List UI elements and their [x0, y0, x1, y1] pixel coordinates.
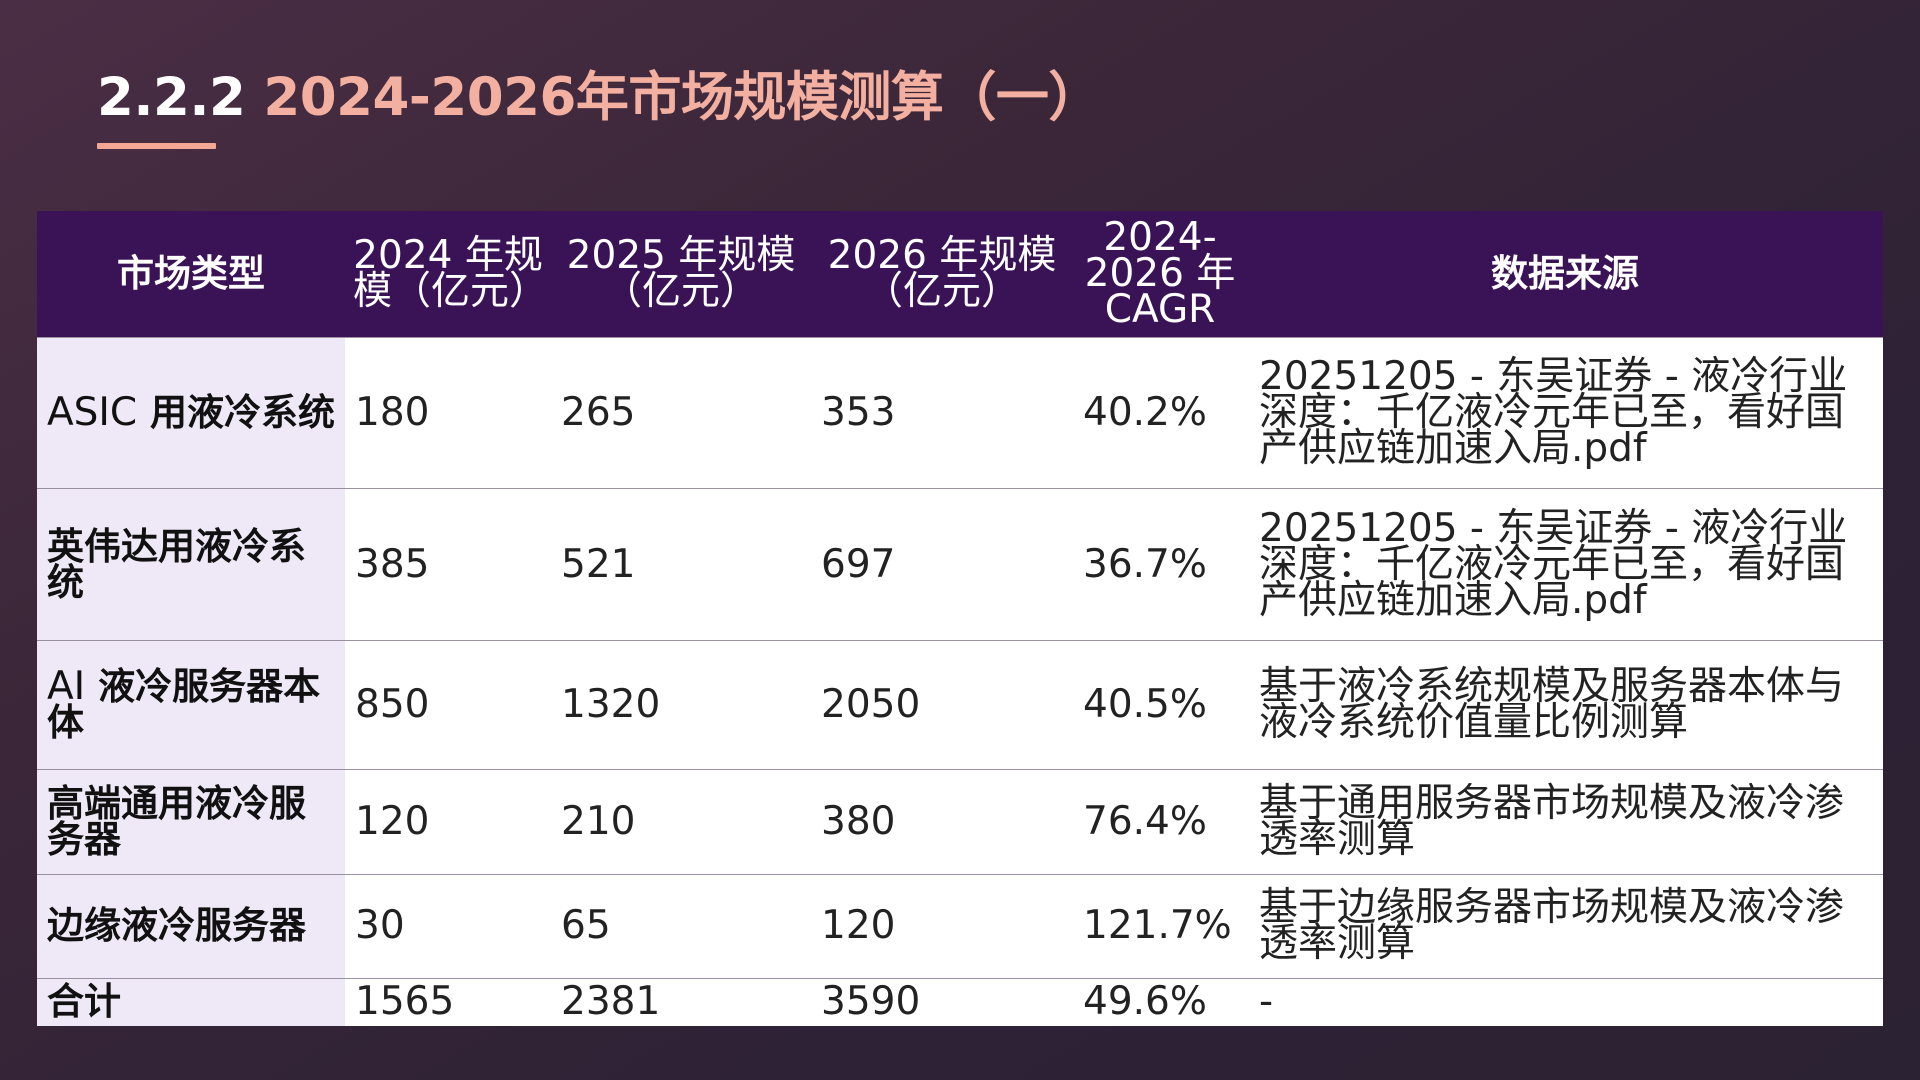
data-source-cell: - [1247, 977, 1883, 1026]
size-2024-cell: 120 [345, 769, 551, 875]
table-row: AI 液冷服务器本体 850 1320 2050 40.5% 基于液冷系统规模及… [37, 639, 1883, 770]
size-2026-cell: 380 [811, 769, 1073, 875]
market-type-cell: 英伟达用液冷系统 [37, 488, 345, 641]
size-2026-cell: 3590 [811, 977, 1073, 1026]
size-2025-cell: 65 [551, 873, 811, 979]
header-size-2025: 2025 年规模（亿元） [551, 211, 811, 338]
section-title: 2024-2026年市场规模测算（一） [263, 67, 1101, 128]
market-type-cell: 高端通用液冷服务器 [37, 769, 345, 875]
size-2024-cell: 1565 [345, 977, 551, 1026]
data-source-cell: 基于通用服务器市场规模及液冷渗透率测算 [1247, 769, 1883, 875]
market-type-prefix: ASIC [47, 390, 138, 436]
size-2025-cell: 521 [551, 488, 811, 641]
data-source-cell: 20251205 - 东吴证券 - 液冷行业深度：千亿液冷元年已至，看好国产供应… [1247, 336, 1883, 489]
cagr-cell: 121.7% [1073, 873, 1247, 979]
table-row: 英伟达用液冷系统 385 521 697 36.7% 20251205 - 东吴… [37, 488, 1883, 641]
size-2024-cell: 30 [345, 873, 551, 979]
size-2026-cell: 2050 [811, 639, 1073, 770]
page-title: 2.2.2 2024-2026年市场规模测算（一） [97, 62, 1101, 134]
table-row: 边缘液冷服务器 30 65 120 121.7% 基于边缘服务器市场规模及液冷渗… [37, 873, 1883, 979]
title-underline [97, 143, 216, 149]
size-2024-cell: 385 [345, 488, 551, 641]
header-size-2026: 2026 年规模（亿元） [811, 211, 1073, 338]
table-row: ASIC 用液冷系统 180 265 353 40.2% 20251205 - … [37, 336, 1883, 489]
header-size-2024: 2024 年规模（亿元） [345, 211, 551, 338]
data-source-cell: 基于边缘服务器市场规模及液冷渗透率测算 [1247, 873, 1883, 979]
market-type-label: 合计 [47, 980, 121, 1024]
market-type-cell: ASIC 用液冷系统 [37, 336, 345, 489]
table-total-row: 合计 1565 2381 3590 49.6% - [37, 977, 1883, 1026]
market-size-table: 市场类型 2024 年规模（亿元） 2025 年规模（亿元） 2026 年规模（… [37, 211, 1883, 1026]
market-type-label: 边缘液冷服务器 [47, 904, 306, 948]
size-2025-cell: 1320 [551, 639, 811, 770]
market-type-label: 液冷服务器本体 [47, 665, 321, 745]
cagr-cell: 40.2% [1073, 336, 1247, 489]
size-2024-cell: 180 [345, 336, 551, 489]
market-type-label: 英伟达用液冷系统 [47, 524, 306, 604]
cagr-cell: 76.4% [1073, 769, 1247, 875]
cagr-cell: 49.6% [1073, 977, 1247, 1026]
header-cagr: 2024-2026 年 CAGR [1073, 211, 1247, 338]
market-type-prefix: AI [47, 664, 86, 710]
market-size-table-container: 市场类型 2024 年规模（亿元） 2025 年规模（亿元） 2026 年规模（… [37, 211, 1883, 1026]
market-type-cell: 合计 [37, 977, 345, 1026]
cagr-cell: 40.5% [1073, 639, 1247, 770]
market-type-label: 高端通用液冷服务器 [47, 781, 306, 861]
cagr-cell: 36.7% [1073, 488, 1247, 641]
data-source-cell: 20251205 - 东吴证券 - 液冷行业深度：千亿液冷元年已至，看好国产供应… [1247, 488, 1883, 641]
size-2025-cell: 210 [551, 769, 811, 875]
table-row: 高端通用液冷服务器 120 210 380 76.4% 基于通用服务器市场规模及… [37, 769, 1883, 875]
size-2024-cell: 850 [345, 639, 551, 770]
size-2026-cell: 120 [811, 873, 1073, 979]
market-type-cell: 边缘液冷服务器 [37, 873, 345, 979]
size-2025-cell: 2381 [551, 977, 811, 1026]
header-market-type: 市场类型 [37, 211, 345, 338]
size-2026-cell: 353 [811, 336, 1073, 489]
size-2026-cell: 697 [811, 488, 1073, 641]
size-2025-cell: 265 [551, 336, 811, 489]
market-type-label: 用液冷系统 [137, 391, 336, 435]
market-type-cell: AI 液冷服务器本体 [37, 639, 345, 770]
section-number: 2.2.2 [97, 67, 246, 128]
data-source-cell: 基于液冷系统规模及服务器本体与液冷系统价值量比例测算 [1247, 639, 1883, 770]
header-data-source: 数据来源 [1247, 211, 1883, 338]
table-header-row: 市场类型 2024 年规模（亿元） 2025 年规模（亿元） 2026 年规模（… [37, 211, 1883, 338]
